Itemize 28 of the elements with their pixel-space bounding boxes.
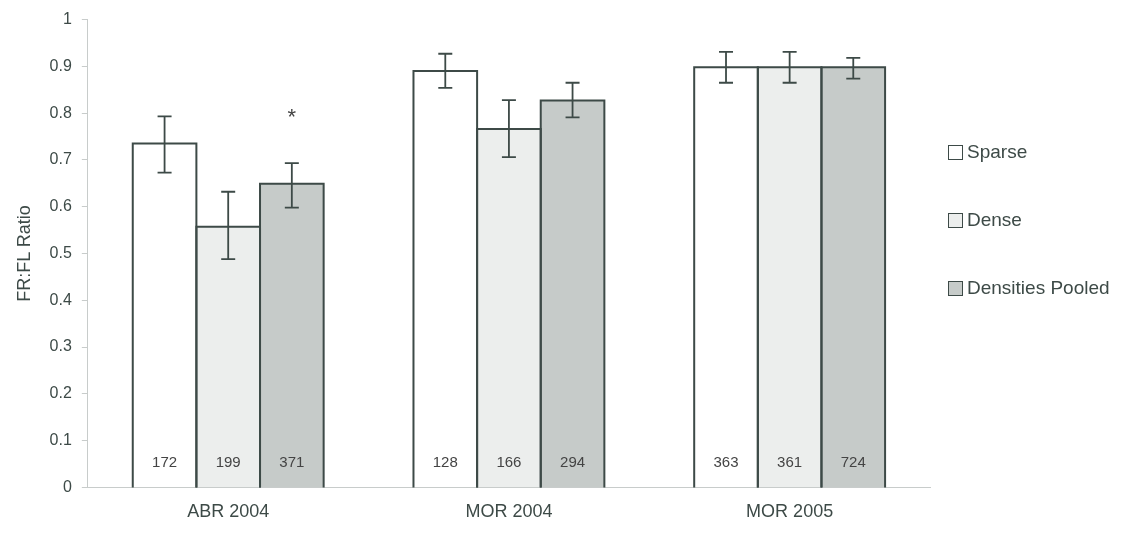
y-tick-label: 0.6 bbox=[49, 197, 72, 215]
legend-label: Dense bbox=[967, 209, 1022, 231]
y-tick-label: 1 bbox=[62, 10, 72, 28]
text: Sparse bbox=[967, 141, 1028, 163]
y-tick-label: 0.2 bbox=[49, 384, 72, 402]
y-tick-label: 0.5 bbox=[49, 243, 72, 261]
x-tick-label: ABR 2004 bbox=[187, 501, 270, 522]
y-tick-label: 0.4 bbox=[49, 290, 72, 308]
legend-label: Densities Pooled bbox=[967, 277, 1110, 299]
x-tick-label: MOR 2005 bbox=[746, 501, 834, 522]
y-tick-label: 0.3 bbox=[49, 337, 72, 355]
annotation: 361 bbox=[777, 452, 803, 470]
annotation: 172 bbox=[152, 452, 178, 470]
annotation: 128 bbox=[432, 452, 458, 470]
y-tick-label: 0.8 bbox=[49, 103, 72, 121]
annotation: * bbox=[287, 104, 297, 130]
y-tick-label: 0.1 bbox=[49, 431, 72, 449]
annotation: 363 bbox=[713, 452, 739, 470]
annotation: 199 bbox=[215, 452, 241, 470]
annotation: 294 bbox=[560, 452, 586, 470]
x-tick-label: MOR 2004 bbox=[465, 501, 553, 522]
annotation: 724 bbox=[840, 452, 866, 470]
y-tick-label: 0.9 bbox=[49, 56, 72, 74]
y-tick-label: 0.7 bbox=[49, 150, 72, 168]
annotation: 166 bbox=[496, 452, 522, 470]
annotation: 371 bbox=[279, 452, 305, 470]
y-tick-label: 0 bbox=[62, 477, 72, 495]
y-axis-title: FR:FL Ratio bbox=[13, 205, 34, 302]
